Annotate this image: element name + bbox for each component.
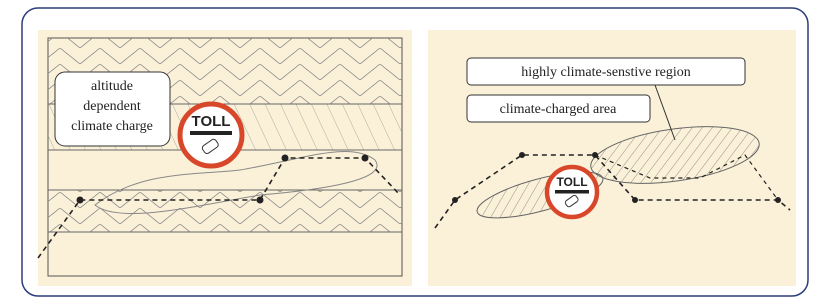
area-label: climate-charged area [500, 102, 618, 117]
label-line: climate charge [71, 119, 153, 134]
label-line: dependent [83, 99, 141, 114]
left-panel: altitude dependent climate charge TOLL [38, 30, 412, 286]
region-label: highly climate-senstive region [521, 65, 691, 80]
right-panel: highly climate-senstive region climate-c… [428, 30, 796, 286]
node [592, 152, 598, 158]
toll-bar [555, 190, 589, 194]
page: altitude dependent climate charge TOLL h… [0, 0, 815, 300]
node [519, 152, 525, 158]
node [632, 197, 638, 203]
node [775, 197, 781, 203]
node [452, 197, 458, 203]
node [282, 155, 289, 162]
label-line: altitude [91, 79, 133, 94]
node [257, 197, 264, 204]
toll-bar [190, 131, 232, 135]
node [77, 197, 84, 204]
node [362, 155, 369, 162]
diagram: altitude dependent climate charge TOLL h… [0, 0, 815, 300]
toll-text: TOLL [556, 175, 587, 189]
band [48, 190, 402, 232]
toll-text: TOLL [192, 113, 231, 130]
